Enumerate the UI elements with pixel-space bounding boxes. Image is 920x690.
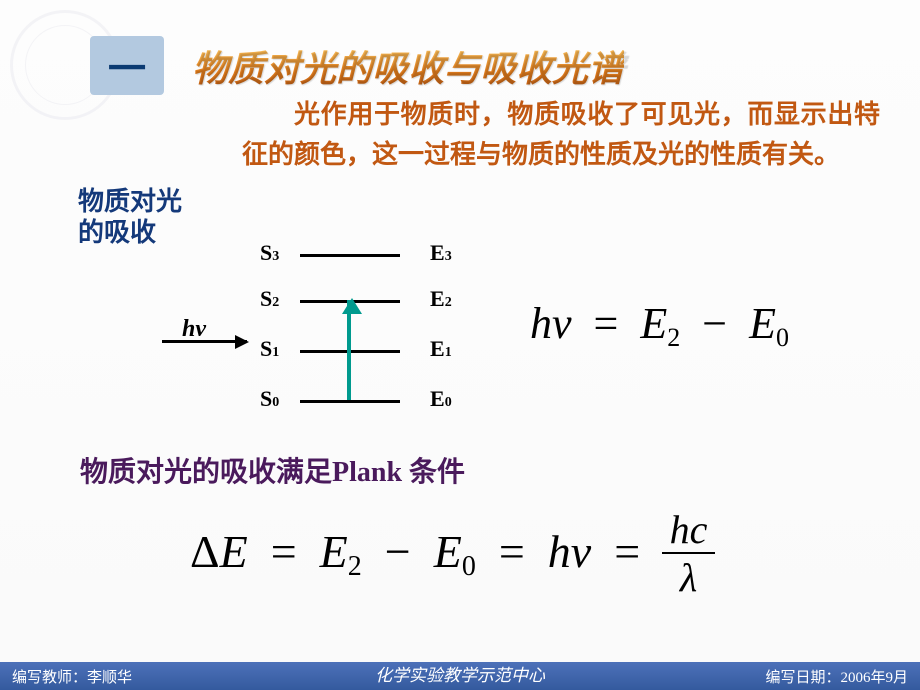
state-label-s1: S1 [260, 336, 279, 362]
photon-arrow [162, 340, 247, 343]
state-label-s2: S2 [260, 286, 279, 312]
page-title: 物质对光的吸收与吸收光谱 [192, 40, 624, 92]
state-label-s3: S3 [260, 240, 279, 266]
title-row: 一 物质对光的吸收与吸收光谱 [90, 36, 624, 95]
side-label: 物质对光 的吸收 [78, 186, 182, 248]
plank-condition-text: 物质对光的吸收满足Plank 条件 [80, 450, 465, 490]
footer-right: 编写日期：2006年9月 [765, 666, 908, 687]
equation-delta-e: ΔE = E2 − E0 = hν = hc λ [190, 510, 715, 598]
hv-label: hν [182, 316, 206, 343]
energy-label-e0: E0 [430, 386, 452, 412]
equation-planck-energy: hν = E2 − E0 [530, 298, 789, 353]
intro-paragraph: 光作用于物质时，物质吸收了可见光，而显示出特征的颜色，这一过程与物质的性质及光的… [242, 94, 880, 175]
state-label-s0: S0 [260, 386, 279, 412]
footer-bar: 编写教师：李顺华 化学实验教学示范中心 编写日期：2006年9月 [0, 662, 920, 690]
footer-left: 编写教师：李顺华 [12, 666, 132, 687]
energy-label-e1: E1 [430, 336, 452, 362]
energy-level-0 [300, 400, 400, 403]
energy-level-3 [300, 254, 400, 257]
energy-level-diagram: hν S3 E3 S2 E2 S1 E1 S0 E0 [160, 242, 490, 422]
energy-label-e3: E3 [430, 240, 452, 266]
footer-center: 化学实验教学示范中心 [375, 661, 545, 686]
section-number: 一 [90, 36, 164, 95]
transition-arrow [347, 300, 351, 400]
fraction-hc-lambda: hc λ [662, 510, 716, 598]
side-label-line1: 物质对光 [78, 186, 182, 217]
energy-label-e2: E2 [430, 286, 452, 312]
